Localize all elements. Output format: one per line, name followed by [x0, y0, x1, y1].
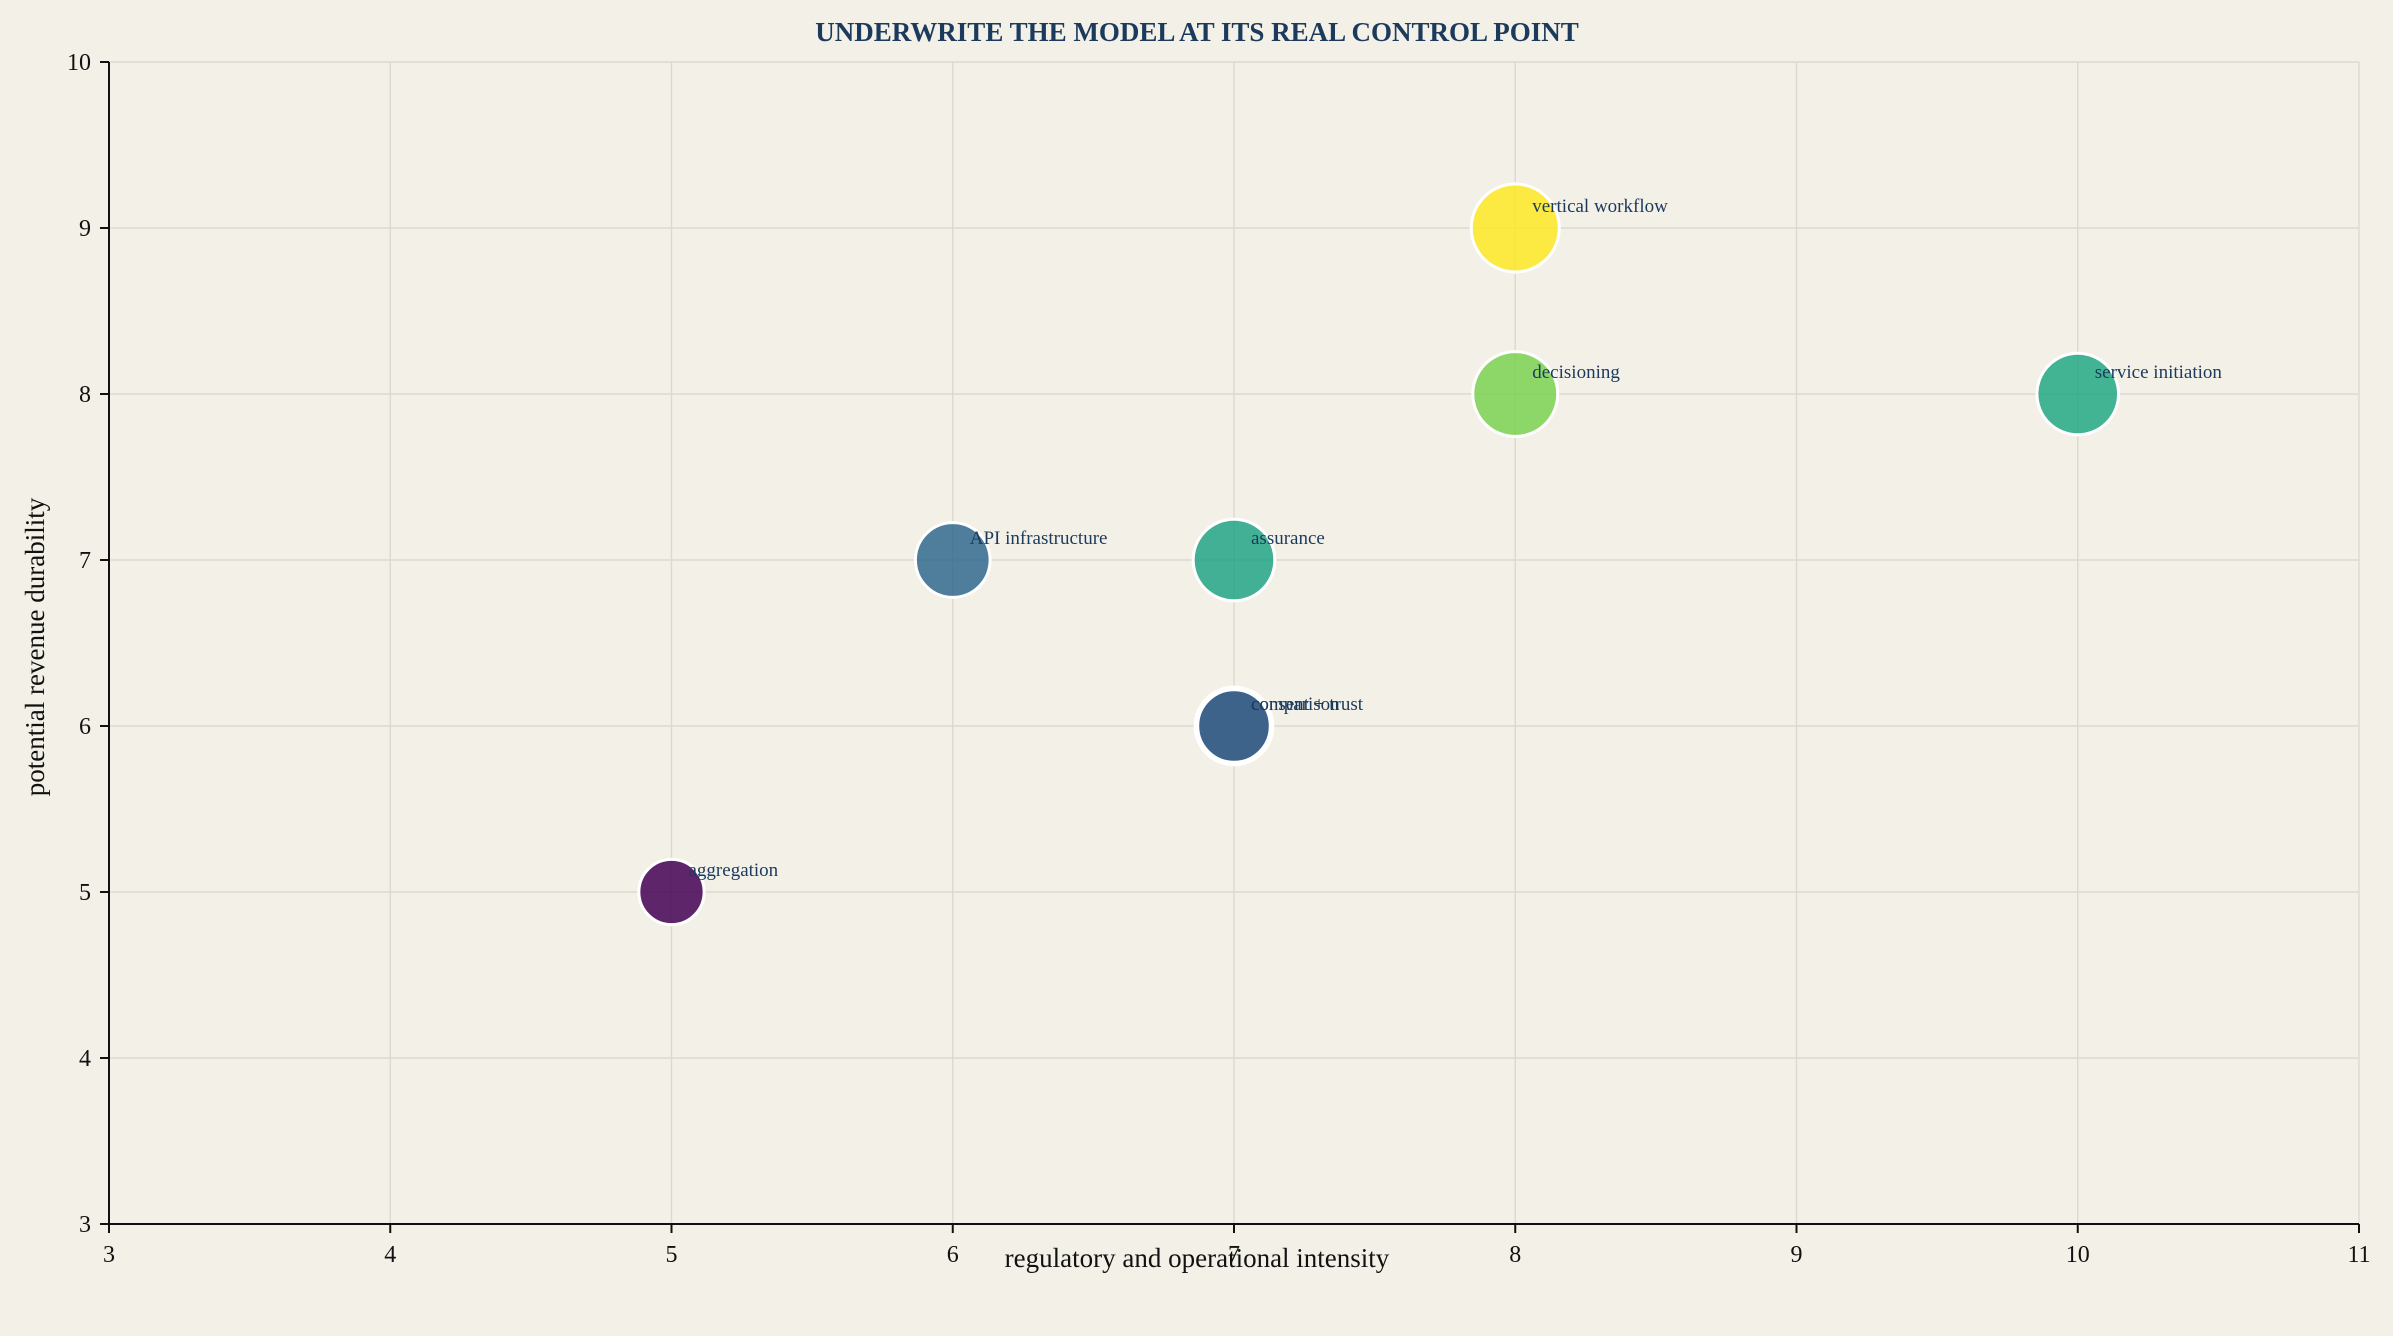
y-tick-label: 3	[79, 1212, 91, 1238]
x-tick-label: 3	[103, 1242, 115, 1268]
bubble-point	[1469, 182, 1561, 274]
x-tick-label: 4	[384, 1242, 396, 1268]
y-tick-label: 6	[79, 714, 91, 740]
point-label: decisioning	[1532, 362, 1620, 383]
chart-title: UNDERWRITE THE MODEL AT ITS REAL CONTROL…	[815, 17, 1579, 47]
point-label: API infrastructure	[970, 528, 1108, 549]
point-label: service initiation	[2095, 362, 2223, 383]
point-label: vertical workflow	[1532, 196, 1668, 217]
x-tick-label: 9	[1791, 1242, 1803, 1268]
y-tick-label: 9	[79, 216, 91, 242]
y-tick-label: 4	[79, 1046, 91, 1072]
y-axis-label: potential revenue durability	[20, 497, 50, 796]
bubble-point	[1191, 517, 1277, 603]
y-tick-label: 7	[79, 548, 91, 574]
x-tick-label: 7	[1228, 1242, 1240, 1268]
point-label: comparison	[1251, 694, 1340, 715]
x-tick-label: 8	[1509, 1242, 1521, 1268]
x-tick-label: 11	[2347, 1242, 2370, 1268]
y-tick-label: 8	[79, 382, 91, 408]
y-tick-label: 10	[67, 50, 91, 76]
x-tick-label: 6	[947, 1242, 959, 1268]
x-tick-label: 10	[2066, 1242, 2090, 1268]
point-label: assurance	[1251, 528, 1325, 549]
point-label: aggregation	[689, 860, 779, 881]
axes: 3 4 5 6 7 8 9 10 11 3 4 5 6 7 8 9 10	[67, 50, 2371, 1268]
bubble-point	[1196, 688, 1272, 764]
bubble-point	[1471, 350, 1560, 438]
bubbles	[637, 182, 2121, 927]
point-labels: aggregation API infrastructure comparisonc…	[689, 196, 2223, 881]
y-tick-label: 5	[79, 880, 91, 906]
x-axis-label: regulatory and operational intensity	[1005, 1243, 1390, 1273]
bubble-point	[637, 857, 706, 927]
bubble-point	[2035, 351, 2121, 437]
bubble-point	[913, 521, 992, 599]
x-tick-label: 5	[666, 1242, 678, 1268]
point-label: consent + trust	[1251, 694, 1364, 715]
